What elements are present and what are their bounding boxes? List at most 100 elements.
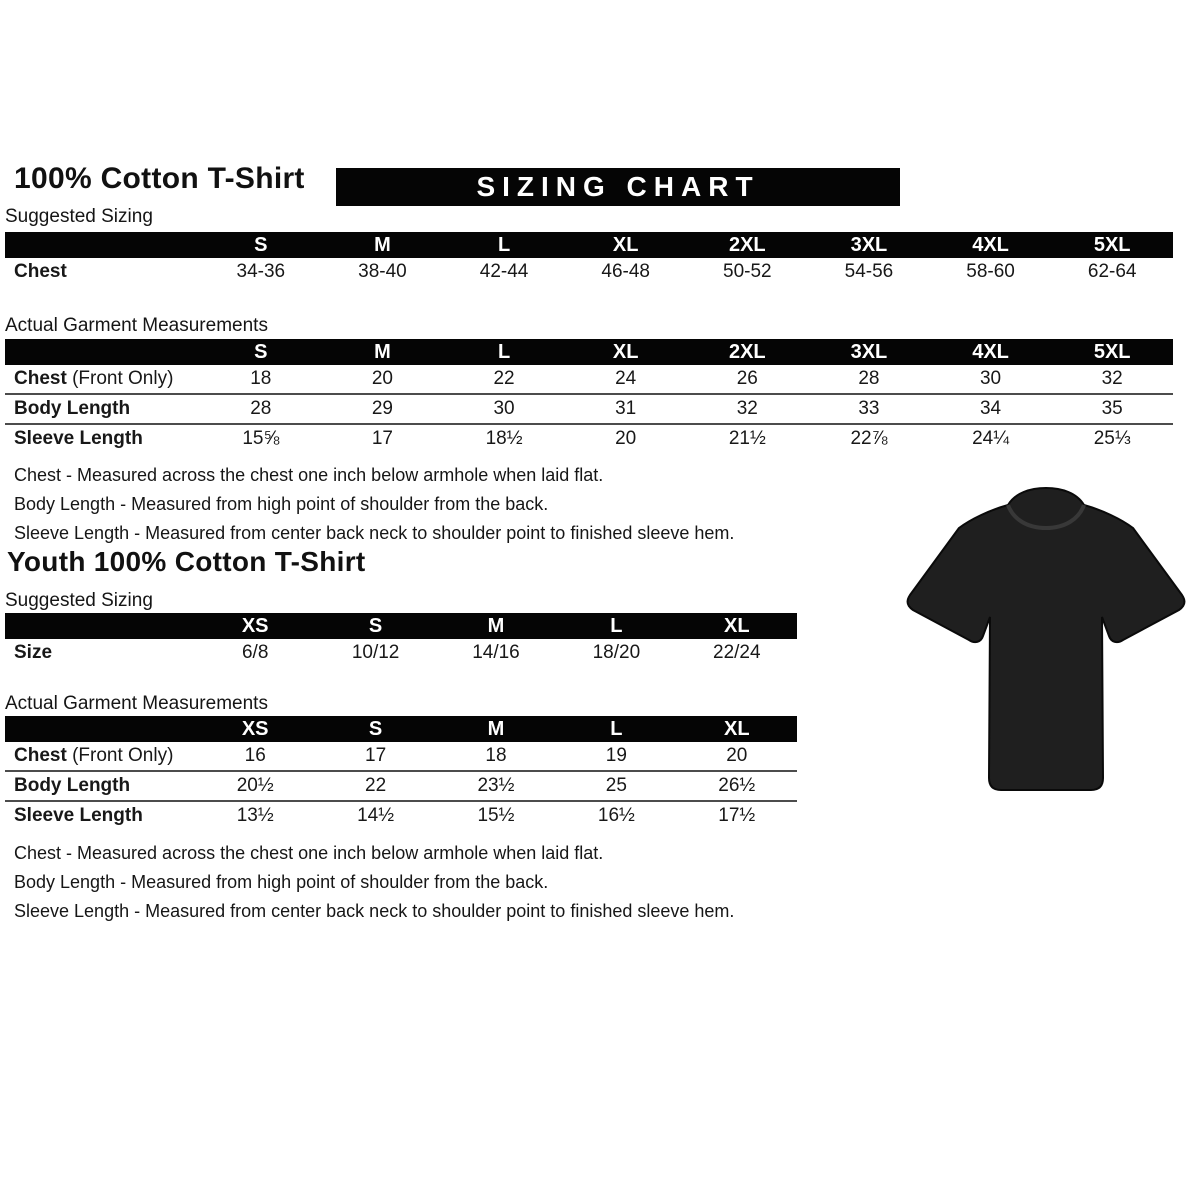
row-label-main: Sleeve Length — [14, 805, 143, 826]
size-header: L — [443, 339, 565, 365]
value-cell: 46-48 — [601, 261, 650, 282]
value-cell: 23½ — [435, 770, 557, 801]
size-header: S — [200, 339, 322, 365]
size-header: XL — [564, 232, 687, 258]
size-header: 3XL — [808, 232, 930, 258]
size-header: 5XL — [1051, 339, 1173, 365]
youth-section-title: Youth 100% Cotton T-Shirt — [7, 546, 366, 577]
value-cell: 33 — [808, 393, 930, 424]
size-header: M — [321, 232, 444, 258]
row-label: Chest (Front Only) — [5, 365, 200, 394]
value-cell: 6/8 — [241, 642, 269, 663]
table-row-chest: Chest (Front Only) 16 17 18 19 20 — [5, 742, 797, 771]
value-cell: 22/24 — [713, 642, 761, 663]
size-header: L — [556, 613, 677, 639]
table-row-sleeve-length: Sleeve Length 13½ 14½ 15½ 16½ 17½ — [5, 800, 797, 830]
row-label: Chest (Front Only) — [5, 742, 195, 771]
value-cell: 30 — [979, 368, 1002, 389]
value-cell: 15½ — [435, 800, 557, 830]
size-header: XL — [564, 339, 687, 365]
empty-header-cell — [5, 339, 200, 365]
sizing-chart-banner-text: SIZING CHART — [476, 171, 760, 202]
tshirt-body — [906, 486, 1186, 791]
value-cell: 22 — [315, 770, 436, 801]
adult-suggested-sizing-table: S M L XL 2XL 3XL 4XL 5XL Chest 34-36 38-… — [5, 232, 1173, 286]
empty-header-cell — [5, 716, 195, 742]
value-cell: 18/20 — [592, 642, 641, 663]
value-cell: 13½ — [195, 800, 316, 830]
value-cell: 20 — [564, 423, 687, 453]
note-line: Chest - Measured across the chest one in… — [14, 465, 604, 485]
row-label: Size — [14, 642, 53, 663]
row-label-main: Chest — [14, 745, 67, 766]
value-cell: 25⅓ — [1051, 423, 1173, 453]
value-cell: 54-56 — [844, 261, 894, 282]
tshirt-collar — [1006, 504, 1086, 531]
value-cell: 24 — [615, 368, 637, 389]
value-cell: 62-64 — [1087, 261, 1137, 282]
value-cell: 35 — [1051, 393, 1173, 424]
size-header: XL — [676, 613, 797, 639]
value-cell: 18½ — [443, 423, 565, 453]
note-line: Chest - Measured across the chest one in… — [14, 843, 604, 863]
value-cell: 20 — [371, 368, 393, 389]
value-cell: 34-36 — [236, 261, 286, 282]
size-header: 2XL — [686, 232, 809, 258]
size-header: S — [315, 613, 436, 639]
row-label-main: Chest — [14, 368, 67, 389]
size-header: L — [556, 716, 677, 742]
value-cell: 21½ — [686, 423, 809, 453]
value-cell: 17 — [321, 423, 444, 453]
value-cell: 28 — [200, 393, 322, 424]
size-header: XS — [195, 716, 316, 742]
youth-actual-measurements-label: Actual Garment Measurements — [5, 693, 268, 714]
size-header: M — [435, 716, 557, 742]
size-header: M — [435, 613, 557, 639]
row-label-suffix: (Front Only) — [66, 745, 174, 766]
value-cell: 20 — [726, 745, 748, 766]
value-cell: 18 — [485, 745, 507, 766]
header-row: XS S M L XL — [5, 716, 797, 742]
value-cell: 31 — [564, 393, 687, 424]
sizing-chart-banner: SIZING CHART — [336, 168, 900, 206]
value-cell: 34 — [929, 393, 1052, 424]
empty-header-cell — [5, 613, 195, 639]
value-cell: 15⅝ — [200, 423, 322, 453]
youth-suggested-sizing-label: Suggested Sizing — [5, 590, 153, 611]
value-cell: 42-44 — [479, 261, 529, 282]
value-cell: 32 — [686, 393, 809, 424]
size-header: 3XL — [808, 339, 930, 365]
header-row: S M L XL 2XL 3XL 4XL 5XL — [5, 339, 1173, 365]
value-cell: 20½ — [195, 770, 316, 801]
empty-header-cell — [5, 232, 200, 258]
value-cell: 17 — [365, 745, 387, 766]
black-tshirt-image — [906, 486, 1186, 791]
row-label-suffix: (Front Only) — [66, 368, 174, 389]
row-label-main: Body Length — [14, 775, 131, 796]
youth-measurement-notes: Chest - Measured across the chest one in… — [14, 839, 734, 926]
value-cell: 14½ — [315, 800, 436, 830]
value-cell: 32 — [1101, 368, 1123, 389]
size-header: S — [200, 232, 322, 258]
value-cell: 16½ — [556, 800, 677, 830]
size-header: 4XL — [929, 339, 1052, 365]
adult-actual-measurements-table: S M L XL 2XL 3XL 4XL 5XL Chest (Front On… — [5, 339, 1173, 453]
value-cell: 26½ — [676, 770, 797, 801]
row-label: Chest — [14, 261, 67, 282]
size-header: M — [321, 339, 444, 365]
row-label: Sleeve Length — [5, 800, 195, 830]
table-row-body-length: Body Length 20½ 22 23½ 25 26½ — [5, 770, 797, 801]
value-cell: 17½ — [676, 800, 797, 830]
table-row-size: Size 6/8 10/12 14/16 18/20 22/24 — [5, 639, 797, 667]
row-label-main: Body Length — [14, 398, 131, 419]
value-cell: 58-60 — [966, 261, 1015, 282]
size-header: S — [315, 716, 436, 742]
value-cell: 26 — [736, 368, 758, 389]
row-label: Sleeve Length — [5, 423, 200, 453]
value-cell: 29 — [321, 393, 444, 424]
size-header: L — [443, 232, 565, 258]
size-header: XL — [676, 716, 797, 742]
size-header: 4XL — [929, 232, 1052, 258]
note-line: Sleeve Length - Measured from center bac… — [14, 901, 735, 921]
row-label-main: Sleeve Length — [14, 428, 143, 449]
